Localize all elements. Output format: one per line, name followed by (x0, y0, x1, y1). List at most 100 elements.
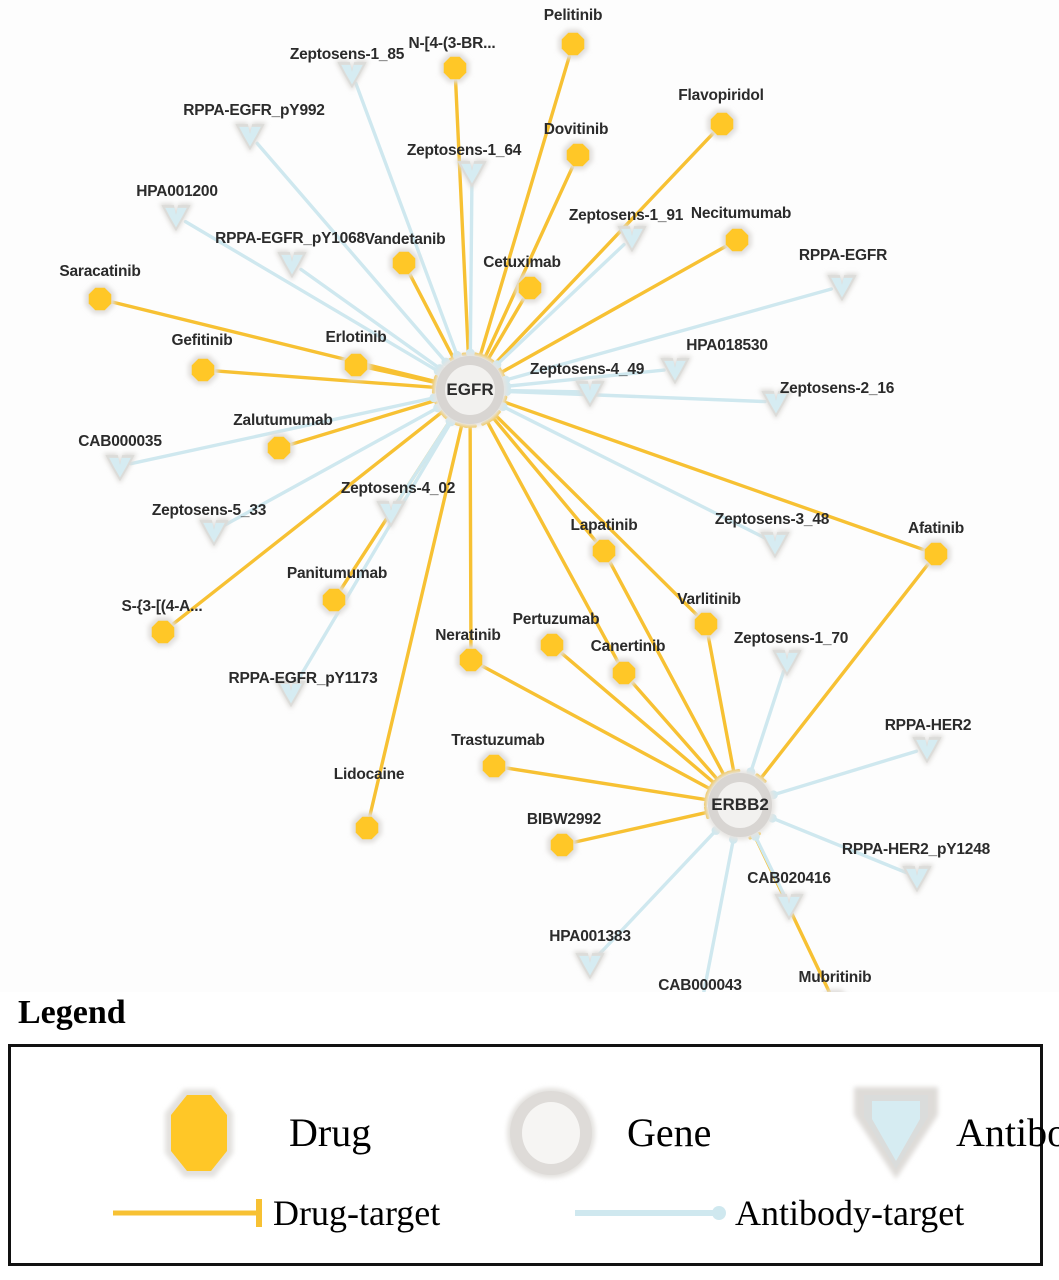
network-canvas[interactable]: N-[4-(3-BR... Pelitinib Flavopiridol Doviti… (0, 0, 1059, 1000)
drug-node[interactable] (456, 645, 486, 675)
antibody-node[interactable] (233, 122, 267, 153)
legend-item-drug-target: Drug-target (109, 1193, 440, 1233)
antibody-target-edge[interactable] (503, 287, 834, 382)
antibody-node[interactable] (275, 250, 309, 281)
antibody-target-edge[interactable] (294, 420, 453, 685)
drug-target-edge[interactable] (759, 562, 930, 780)
antibody-node[interactable] (658, 356, 692, 387)
drug-target-edge[interactable] (453, 79, 471, 356)
gene-node-erbb2[interactable] (705, 770, 775, 840)
drug-node[interactable] (921, 539, 951, 569)
antibody-target-edge[interactable] (770, 816, 909, 875)
drug-target-edge[interactable] (706, 635, 736, 774)
legend-label-gene: Gene (627, 1110, 712, 1155)
drug-node[interactable] (440, 53, 470, 83)
gene-node-egfr[interactable] (433, 353, 507, 427)
drug-target-edge[interactable] (608, 560, 726, 777)
drug-target-edge[interactable] (630, 681, 720, 782)
network-graph-svg[interactable] (0, 0, 1059, 1000)
drug-target-edge[interactable] (110, 300, 437, 384)
antibody-target-edge[interactable] (255, 141, 448, 364)
drug-target-edge[interactable] (485, 419, 620, 664)
drug-node[interactable] (547, 830, 577, 860)
antibody-target-edge[interactable] (495, 242, 626, 367)
drug-target-edge[interactable] (366, 366, 437, 384)
antibody-target-edge[interactable] (505, 368, 666, 388)
antibody-node[interactable] (103, 453, 137, 484)
drug-target-edge[interactable] (493, 413, 699, 617)
drug-node[interactable] (319, 585, 349, 615)
antibody-node[interactable] (772, 892, 806, 923)
antibody-target-edge[interactable] (129, 396, 436, 466)
antibody-node[interactable] (159, 203, 193, 234)
drug-target-edge[interactable] (408, 272, 456, 360)
drug-node[interactable] (264, 433, 294, 463)
drug-target-edge[interactable] (502, 400, 926, 552)
drug-target-edge[interactable] (468, 424, 473, 649)
drug-node[interactable] (537, 630, 567, 660)
edges-layer (110, 54, 930, 1000)
drug-target-edge[interactable] (214, 369, 436, 390)
legend-item-antibody: Antibody (846, 1081, 1059, 1185)
drug-node[interactable] (148, 617, 178, 647)
drug-node[interactable] (85, 284, 115, 314)
legend-edge-row: Drug-target Antibody-target (11, 1187, 1040, 1257)
drug-target-edge[interactable] (572, 810, 709, 844)
drug-target-edge[interactable] (505, 766, 709, 802)
antibody-node[interactable] (197, 518, 231, 549)
drug-node[interactable] (563, 140, 593, 170)
drug-node[interactable] (188, 355, 218, 385)
drug-node[interactable] (691, 609, 721, 639)
antibody-node[interactable] (573, 951, 607, 982)
antibody-target-edge[interactable] (395, 419, 452, 505)
antibody-node[interactable] (825, 273, 859, 304)
antibody-node[interactable] (335, 60, 369, 91)
drug-node[interactable] (722, 225, 752, 255)
antibody-target-edge[interactable] (501, 404, 767, 540)
drug-node[interactable] (352, 813, 382, 843)
drug-node[interactable] (609, 658, 639, 688)
drug-node[interactable] (479, 751, 509, 781)
antibody-target-edge[interactable] (299, 267, 442, 371)
drug-node[interactable] (589, 536, 619, 566)
antibody-node[interactable] (455, 159, 489, 190)
antibody-target-edge[interactable] (771, 749, 919, 797)
drug-target-edge[interactable] (478, 54, 571, 358)
antibody-target-edge[interactable] (595, 828, 718, 958)
antibody-target-edge[interactable] (221, 406, 440, 528)
drug-target-edge[interactable] (493, 131, 715, 366)
antibody-node[interactable] (759, 389, 793, 420)
antibody-target-edge-icon (575, 1206, 726, 1220)
drug-target-edge[interactable] (486, 297, 526, 361)
antibody-target-edge[interactable] (468, 181, 474, 355)
antibody-node[interactable] (770, 648, 804, 679)
gene-node-label: ERBB2 (711, 795, 769, 814)
drug-target-edge[interactable] (480, 664, 712, 791)
antibody-target-edge[interactable] (753, 834, 786, 897)
antibody-node[interactable] (274, 679, 308, 710)
antibody-node[interactable] (374, 499, 408, 530)
drug-target-edge[interactable] (491, 415, 598, 543)
drug-target-edge[interactable] (560, 651, 716, 785)
antibody-node[interactable] (900, 864, 934, 895)
antibody-target-edge[interactable] (183, 219, 440, 373)
antibody-target-edge[interactable] (700, 837, 736, 1000)
drug-node[interactable] (707, 109, 737, 139)
antibody-target-edge[interactable] (505, 389, 767, 404)
drug-node[interactable] (341, 350, 371, 380)
drug-target-edge[interactable] (499, 244, 728, 375)
drug-node[interactable] (558, 29, 588, 59)
antibody-node[interactable] (615, 224, 649, 255)
drug-target-edge[interactable] (171, 410, 444, 626)
drug-node[interactable] (389, 248, 419, 278)
drug-target-edge[interactable] (368, 423, 464, 818)
antibody-target-edge[interactable] (354, 81, 459, 358)
antibody-target-edge[interactable] (749, 669, 786, 774)
legend-item-gene: Gene (499, 1081, 711, 1185)
antibody-node[interactable] (910, 735, 944, 766)
drug-node[interactable] (515, 273, 545, 303)
drug-target-edge[interactable] (483, 165, 575, 359)
antibody-node[interactable] (573, 379, 607, 410)
antibody-node[interactable] (758, 530, 792, 561)
drug-target-edge[interactable] (289, 398, 438, 446)
